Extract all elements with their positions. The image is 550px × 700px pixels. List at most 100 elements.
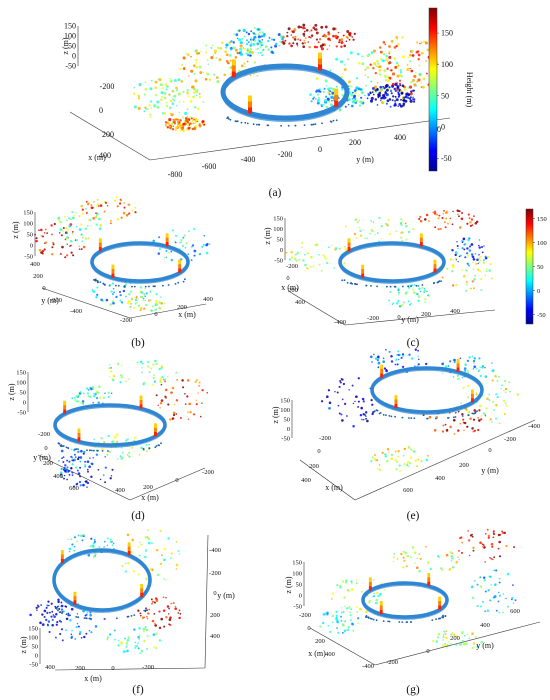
point-cloud-dot — [159, 378, 162, 382]
point-cloud-dot — [184, 403, 187, 405]
point-cloud-dot — [418, 358, 420, 361]
point-cloud-dot — [325, 257, 328, 260]
y-tick-label: -200 — [367, 315, 379, 322]
point-cloud-dot — [177, 124, 179, 127]
point-cloud-dot — [206, 72, 210, 76]
point-cloud-dot — [315, 98, 317, 100]
point-cloud-dot — [189, 410, 192, 414]
point-cloud-dot — [149, 113, 152, 116]
point-cloud-dot — [495, 393, 498, 396]
point-cloud-dot — [478, 404, 482, 408]
point-cloud-dot — [206, 59, 209, 62]
point-cloud-dot — [84, 227, 87, 230]
point-cloud-dot — [512, 584, 514, 586]
point-cloud-dot — [191, 85, 195, 89]
point-cloud-dot — [195, 52, 199, 55]
point-cloud-dot — [45, 607, 48, 609]
point-cloud-dot — [150, 79, 153, 82]
point-cloud-dot — [60, 628, 64, 631]
point-cloud-dot — [195, 61, 198, 64]
point-cloud-dot — [406, 464, 409, 467]
point-cloud-dot — [179, 129, 182, 132]
point-cloud-dot — [143, 307, 146, 310]
point-cloud-dot — [402, 353, 404, 356]
point-cloud-dot — [387, 218, 390, 222]
point-cloud-dot — [164, 388, 168, 392]
point-cloud-dot — [82, 245, 86, 249]
point-cloud-dot — [98, 441, 100, 444]
stadium-ring — [53, 403, 167, 447]
point-cloud-dot — [437, 217, 440, 220]
point-cloud-dot — [290, 44, 293, 48]
colorbar-tick-label: -50 — [537, 312, 546, 319]
point-cloud-dot — [163, 547, 166, 550]
point-cloud-dot — [467, 539, 471, 542]
point-cloud-dot — [476, 645, 479, 648]
z-tick-label: 150 — [16, 370, 26, 377]
point-cloud-dot — [76, 622, 79, 625]
ring-support-dot — [370, 285, 372, 287]
point-cloud-dot — [410, 556, 412, 558]
point-cloud-dot — [370, 96, 374, 100]
z-tick-label: 150 — [273, 216, 283, 223]
point-cloud-dot — [114, 638, 116, 641]
point-cloud-dot — [113, 435, 117, 439]
point-cloud-dot — [361, 91, 364, 94]
point-cloud-dot — [456, 245, 459, 247]
point-cloud-dot — [70, 607, 74, 611]
point-cloud-dot — [238, 29, 241, 32]
x-tick-label: -200 — [286, 263, 298, 270]
point-cloud-dot — [74, 239, 77, 241]
point-cloud-dot — [166, 121, 168, 124]
point-cloud-dot — [150, 367, 153, 370]
point-cloud-dot — [77, 458, 80, 461]
point-cloud-dot — [147, 529, 149, 531]
point-cloud-dot — [334, 391, 336, 393]
point-cloud-dot — [177, 612, 180, 614]
point-cloud-dot — [46, 232, 49, 234]
light-tower-segment — [98, 238, 102, 243]
point-cloud-dot — [390, 92, 393, 95]
point-cloud-dot — [328, 401, 332, 405]
point-cloud-dot — [354, 218, 358, 221]
point-cloud-dot — [315, 31, 319, 35]
point-cloud-dot — [357, 400, 360, 403]
point-cloud-dot — [122, 289, 126, 293]
point-cloud-dot — [502, 389, 505, 392]
point-cloud-dot — [137, 363, 139, 366]
light-tower-segment — [77, 437, 81, 442]
point-cloud-dot — [451, 284, 455, 287]
y-tick-label: 0 — [397, 314, 400, 321]
ring-support-dot — [104, 618, 106, 620]
point-cloud-dot — [459, 357, 462, 360]
point-cloud-dot — [302, 23, 306, 27]
point-cloud-dot — [340, 75, 343, 78]
point-cloud-dot — [495, 417, 498, 420]
y-tick-label: 400 — [450, 308, 460, 315]
point-cloud-dot — [116, 205, 119, 208]
point-cloud-dot — [478, 257, 481, 260]
point-cloud-dot — [442, 213, 445, 215]
ring-support-dot — [354, 283, 356, 285]
point-cloud-dot — [70, 636, 73, 639]
point-cloud-dot — [130, 551, 133, 554]
point-cloud-dot — [353, 89, 357, 92]
point-cloud-dot — [65, 227, 68, 230]
point-cloud-dot — [466, 252, 469, 255]
z-tick-label: 100 — [292, 571, 302, 578]
ring-support-dot — [349, 282, 352, 285]
point-cloud-dot — [400, 92, 404, 95]
point-cloud-dot — [170, 602, 173, 605]
point-cloud-dot — [466, 222, 469, 225]
point-cloud-dot — [413, 74, 417, 78]
point-cloud-dot — [195, 66, 199, 69]
point-cloud-dot — [449, 551, 452, 554]
point-cloud-dot — [71, 543, 74, 546]
y-tick-label: 0 — [426, 648, 429, 655]
point-cloud-dot — [369, 232, 371, 235]
point-cloud-dot — [400, 232, 403, 234]
point-cloud-dot — [98, 205, 100, 207]
point-cloud-dot — [377, 355, 380, 359]
point-cloud-dot — [344, 64, 346, 66]
point-cloud-dot — [385, 83, 389, 88]
